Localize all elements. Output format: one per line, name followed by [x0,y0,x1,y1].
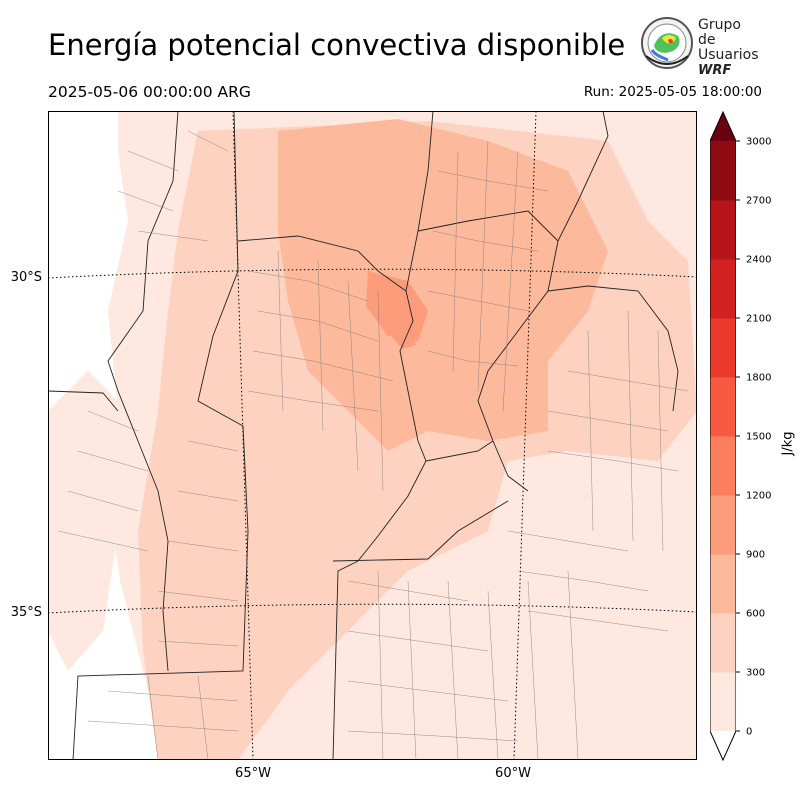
lon-label-65w: 65°W [235,766,271,781]
colorbar-tick-label: 2100 [746,314,771,325]
lat-label-30s: 30°S [10,270,42,285]
colorbar-tick-label: 600 [746,609,765,620]
colorbar-bin [710,613,736,673]
latitude-line-35s [48,603,697,614]
department-boundaries [57,130,689,760]
colorbar-outline [710,110,736,762]
colorbar-tick-label: 3000 [746,137,771,148]
longitude-line-60w [513,111,537,760]
colorbar-ticks: 0 300 600 900 1200 1500 1800 2100 2400 2700 3000 [736,137,771,738]
colorbar-tick-label: 1500 [746,432,771,443]
colorbar-extend-high [710,112,736,141]
colorbar-bin [710,672,736,732]
map-title: Energía potencial convectiva disponible [48,28,626,62]
logo-emblem-icon [641,17,693,69]
colorbar-bin [710,200,736,260]
colorbar [710,110,736,762]
cape-band-900-1200-a [366,271,428,341]
colorbar-label: J/kg [780,431,796,456]
logo-line-1: Grupo de [698,17,741,48]
colorbar-tick-label: 300 [746,668,765,679]
colorbar-tick-label: 2700 [746,196,771,207]
colorbar-tick-label: 0 [746,727,752,738]
lon-label-60w: 60°W [495,766,531,781]
colorbar-bin [710,259,736,319]
cape-band-0-300-west [48,371,128,671]
logo-line-2: Usuarios [698,47,759,63]
province-boundaries [48,111,697,760]
colorbar-bin [710,377,736,437]
run-time: Run: 2025-05-05 18:00:00 [583,84,762,100]
lat-label-35s: 35°S [10,605,42,620]
colorbar-bin [710,436,736,496]
colorbar-extend-low [710,731,736,760]
logo-line-3: WRF [698,63,732,78]
colorbar-bin [710,554,736,614]
colorbar-bin [710,318,736,378]
colorbar-tick-label: 1800 [746,373,771,384]
colorbar-bin [710,141,736,201]
cape-band-600-900 [278,119,608,451]
valid-time: 2025-05-06 00:00:00 ARG [48,83,251,101]
wrf-group-logo: Grupo de Usuarios WRF [638,16,762,78]
colorbar-tick-label: 1200 [746,491,771,502]
latitude-line-30s [48,268,697,279]
colorbar-tick-label: 900 [746,550,765,561]
colorbar-tick-label: 2400 [746,255,771,266]
cape-map [48,111,697,760]
colorbar-bin [710,495,736,555]
